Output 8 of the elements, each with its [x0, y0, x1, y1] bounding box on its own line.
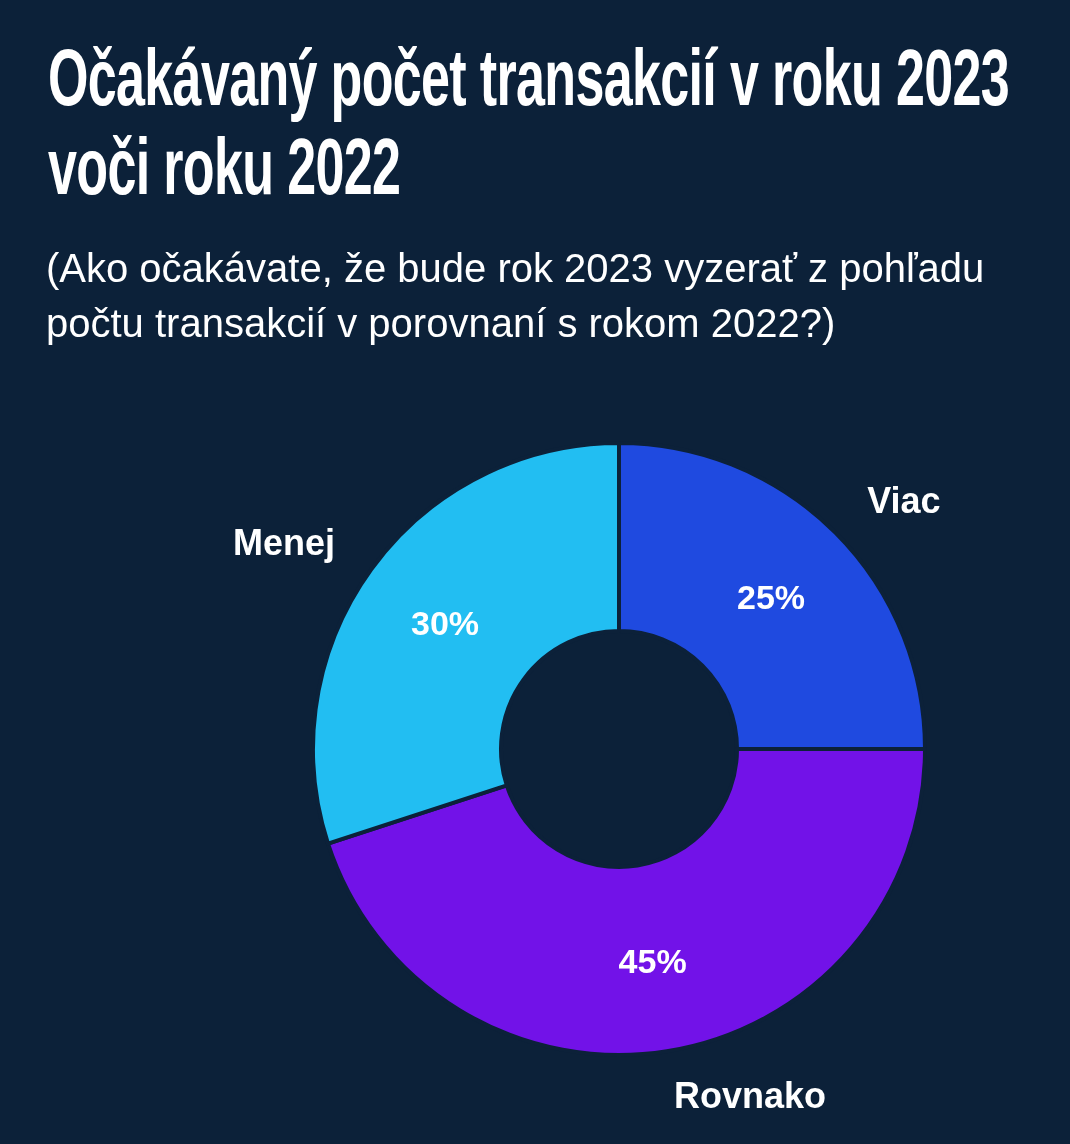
- data-label: 30%: [411, 603, 480, 642]
- slice-label: Menej: [233, 522, 336, 564]
- chart-title: Očakávaný počet transakcií v roku 2023 voči roku 2022: [48, 33, 1010, 211]
- data-label: 45%: [618, 942, 687, 981]
- slice-label: Rovnako: [673, 1075, 826, 1117]
- slice-label: Viac: [867, 480, 941, 522]
- data-label: 25%: [737, 577, 806, 616]
- chart-subtitle: (Ako očakávate, že bude rok 2023 vyzerať z pohľadu počtu transakcií v porovnaní s rokom 2022?): [46, 245, 986, 347]
